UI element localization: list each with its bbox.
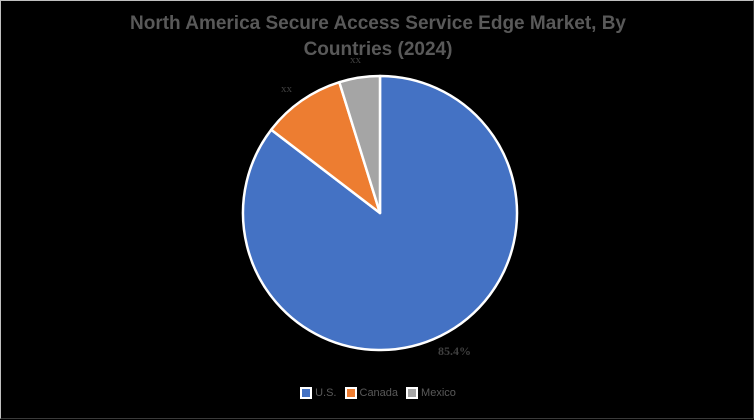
data-label-us: 85.4% (438, 344, 471, 358)
legend-swatch-us (300, 387, 313, 399)
data-label-canada: xx (281, 83, 292, 95)
legend-swatch-canada (344, 387, 357, 399)
legend-label-us: U.S. (315, 387, 337, 399)
pie-slice-mexico (338, 74, 382, 215)
chart-legend: U.S. Canada Mexico (1, 387, 754, 399)
pie-slice-canada (269, 80, 382, 215)
legend-label-mexico: Mexico (421, 387, 456, 399)
chart-title-line2: Countries (2024) (303, 39, 453, 60)
legend-swatch-mexico (406, 387, 419, 399)
legend-item-mexico: Mexico (406, 387, 456, 399)
legend-item-canada: Canada (344, 387, 399, 399)
legend-label-canada: Canada (359, 387, 399, 399)
chart-title-line1: North America Secure Access Service Edge… (130, 13, 626, 34)
legend-item-us: U.S. (300, 387, 337, 399)
data-label-mexico: xx (350, 54, 361, 66)
pie-slice-us (241, 74, 519, 352)
chart-title: North America Secure Access Service Edge… (1, 11, 754, 63)
